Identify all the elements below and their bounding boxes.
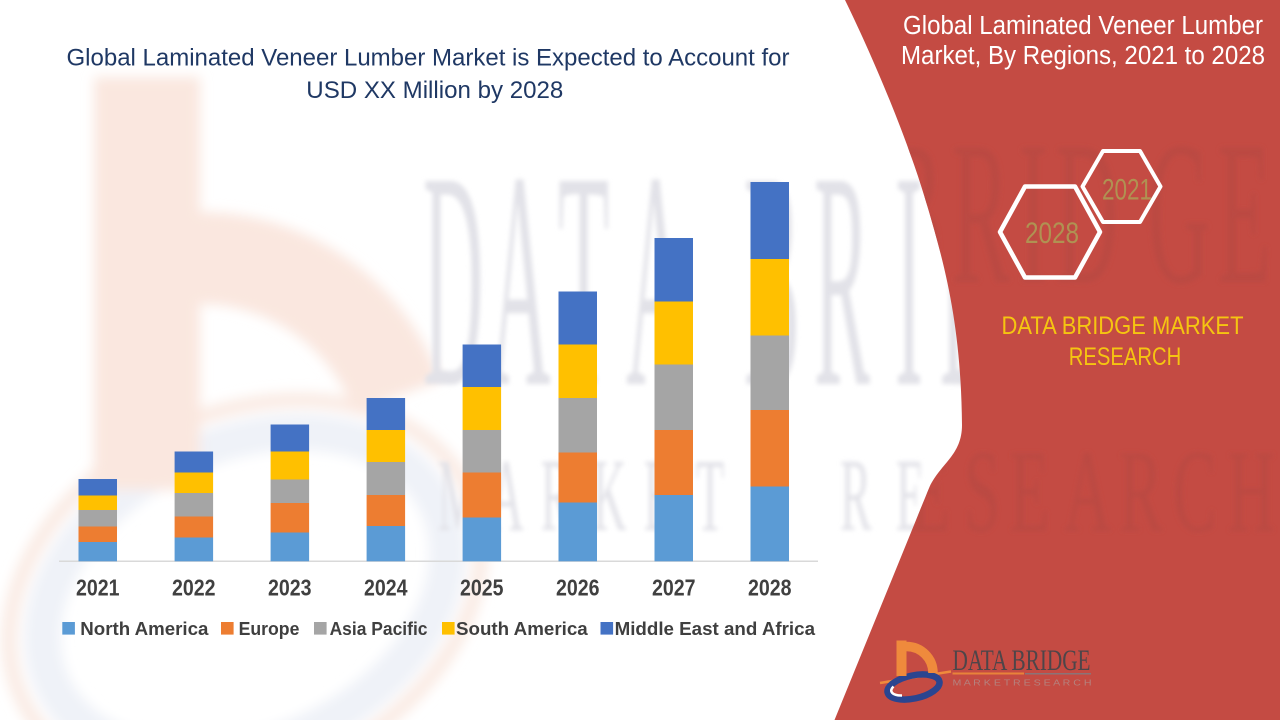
svg-text:North America: North America: [80, 618, 209, 639]
svg-text:2024: 2024: [364, 575, 408, 601]
svg-text:2028: 2028: [1025, 217, 1079, 250]
svg-text:South America: South America: [456, 618, 588, 639]
svg-text:2026: 2026: [556, 575, 600, 601]
svg-text:2028: 2028: [748, 575, 792, 601]
svg-text:2025: 2025: [460, 575, 504, 601]
svg-text:M A R K E T R E S E A R C H: M A R K E T R E S E A R C H: [953, 678, 1092, 688]
svg-text:Market, By Regions, 2021 to 20: Market, By Regions, 2021 to 2028: [901, 42, 1265, 70]
svg-text:Europe: Europe: [239, 618, 300, 639]
svg-text:DATA BRIDGE: DATA BRIDGE: [953, 644, 1091, 677]
svg-text:USD XX Million by 2028: USD XX Million by 2028: [306, 77, 563, 104]
svg-text:2021: 2021: [1102, 174, 1152, 207]
svg-text:Global Laminated Veneer Lumber: Global Laminated Veneer Lumber: [903, 12, 1263, 40]
svg-text:2021: 2021: [76, 575, 120, 601]
svg-text:RESEARCH: RESEARCH: [1069, 343, 1182, 371]
svg-text:DATA BRIDGE MARKET: DATA BRIDGE MARKET: [1002, 312, 1244, 340]
svg-text:2023: 2023: [268, 575, 312, 601]
svg-text:2022: 2022: [172, 575, 216, 601]
svg-text:Global Laminated Veneer Lumber: Global Laminated Veneer Lumber Market is…: [67, 44, 790, 71]
svg-text:Asia Pacific: Asia Pacific: [330, 618, 428, 639]
svg-text:Middle East and Africa: Middle East and Africa: [615, 618, 816, 639]
svg-text:2027: 2027: [652, 575, 696, 601]
